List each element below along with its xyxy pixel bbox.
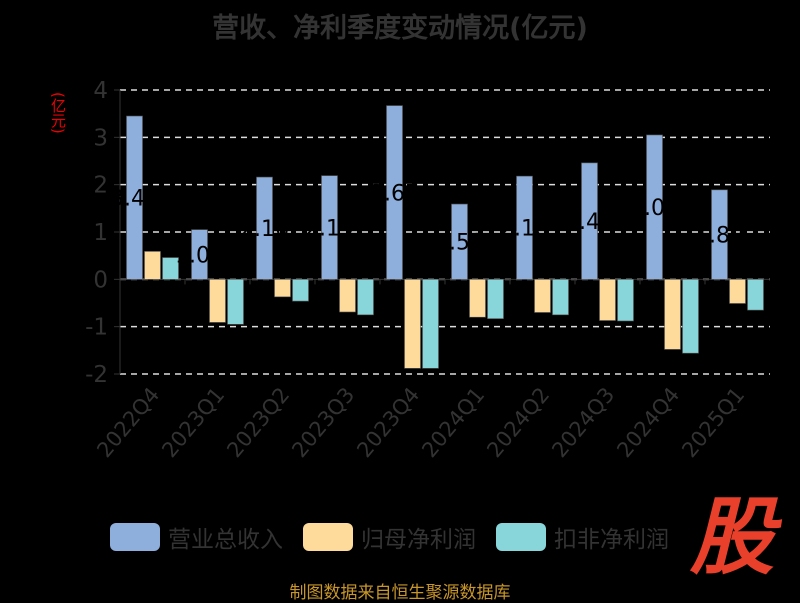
- data-label: 3.67: [370, 181, 419, 206]
- x-tick-label: 2023Q2: [222, 383, 294, 462]
- y-tick-label: -2: [85, 362, 108, 388]
- bar-2: [552, 279, 569, 316]
- chart-title: 营收、净利季度变动情况(亿元): [212, 13, 588, 44]
- bar-2: [227, 279, 244, 325]
- data-label: 2.46: [565, 210, 614, 235]
- bar-1: [144, 251, 161, 280]
- logo-watermark: 股: [690, 488, 775, 586]
- legend-swatch: [110, 523, 160, 551]
- bar-2: [422, 279, 439, 369]
- legend-item-deducted-net-profit[interactable]: 扣非净利润: [496, 520, 669, 554]
- legend-label: 扣非净利润: [554, 527, 669, 553]
- x-tick-label: 2024Q3: [547, 383, 619, 462]
- bar-0: [126, 115, 143, 280]
- x-tick-label: 2023Q1: [157, 383, 229, 462]
- bar-2: [747, 279, 764, 311]
- bar-0: [711, 189, 728, 280]
- bar-0: [646, 134, 663, 280]
- bar-1: [339, 279, 356, 313]
- x-tick-label: 2025Q1: [677, 383, 749, 462]
- bar-1: [599, 279, 616, 321]
- y-tick-label: 1: [93, 220, 108, 246]
- bar-0: [321, 175, 338, 280]
- x-tick-label: 2024Q2: [482, 383, 554, 462]
- y-tick-label: 4: [93, 78, 108, 104]
- x-tick-label: 2022Q4: [92, 383, 164, 462]
- x-tick-label: 2023Q4: [352, 383, 424, 462]
- source-footer: 制图数据来自恒生聚源数据库: [289, 583, 511, 603]
- bar-chart: -2 -1 0 1 2 3 4 2022Q4 3.45 2023Q1 1.05 2023Q2 2.16 2…: [85, 78, 770, 462]
- bar-2: [162, 257, 179, 280]
- legend-item-revenue[interactable]: 营业总收入: [110, 520, 283, 554]
- bar-0: [386, 105, 403, 280]
- bar-0: [256, 176, 273, 280]
- data-label: 3.05: [630, 196, 679, 221]
- bar-1: [469, 279, 486, 318]
- bar-0: [191, 229, 208, 280]
- bar-2: [487, 279, 504, 319]
- bar-1: [664, 279, 681, 350]
- legend: 营业总收入 归母净利润 扣非净利润: [110, 520, 689, 554]
- bar-2: [682, 279, 699, 354]
- bar-1: [729, 279, 746, 304]
- y-axis-label: (亿元): [49, 92, 67, 134]
- bar-2: [292, 279, 309, 302]
- bar-0: [451, 203, 468, 280]
- y-tick-label: 2: [93, 173, 108, 199]
- legend-label: 营业总收入: [168, 527, 283, 553]
- bar-2: [357, 279, 374, 316]
- bar-1: [274, 279, 291, 298]
- data-label: 1.05: [175, 243, 224, 268]
- bar-2: [617, 279, 634, 322]
- data-label: 1.59: [435, 231, 484, 256]
- bar-1: [534, 279, 551, 313]
- bar-0: [516, 175, 533, 280]
- data-label: 1.89: [695, 224, 744, 249]
- bar-1: [404, 279, 421, 369]
- legend-swatch: [303, 523, 353, 551]
- legend-label: 归母净利润: [361, 527, 476, 553]
- legend-swatch: [496, 523, 546, 551]
- x-tick-label: 2024Q4: [612, 383, 684, 462]
- data-label: 3.45: [110, 187, 159, 212]
- x-tick-label: 2023Q3: [287, 383, 359, 462]
- y-tick-label: 3: [93, 125, 108, 151]
- bar-0: [581, 162, 598, 280]
- data-label: 2.16: [240, 217, 289, 242]
- bar-1: [209, 279, 226, 323]
- legend-item-net-profit[interactable]: 归母净利润: [303, 520, 476, 554]
- data-label: 2.19: [305, 217, 354, 242]
- y-tick-label: 0: [93, 267, 108, 293]
- y-tick-label: -1: [85, 315, 108, 341]
- data-label: 2.18: [500, 217, 549, 242]
- x-tick-label: 2024Q1: [417, 383, 489, 462]
